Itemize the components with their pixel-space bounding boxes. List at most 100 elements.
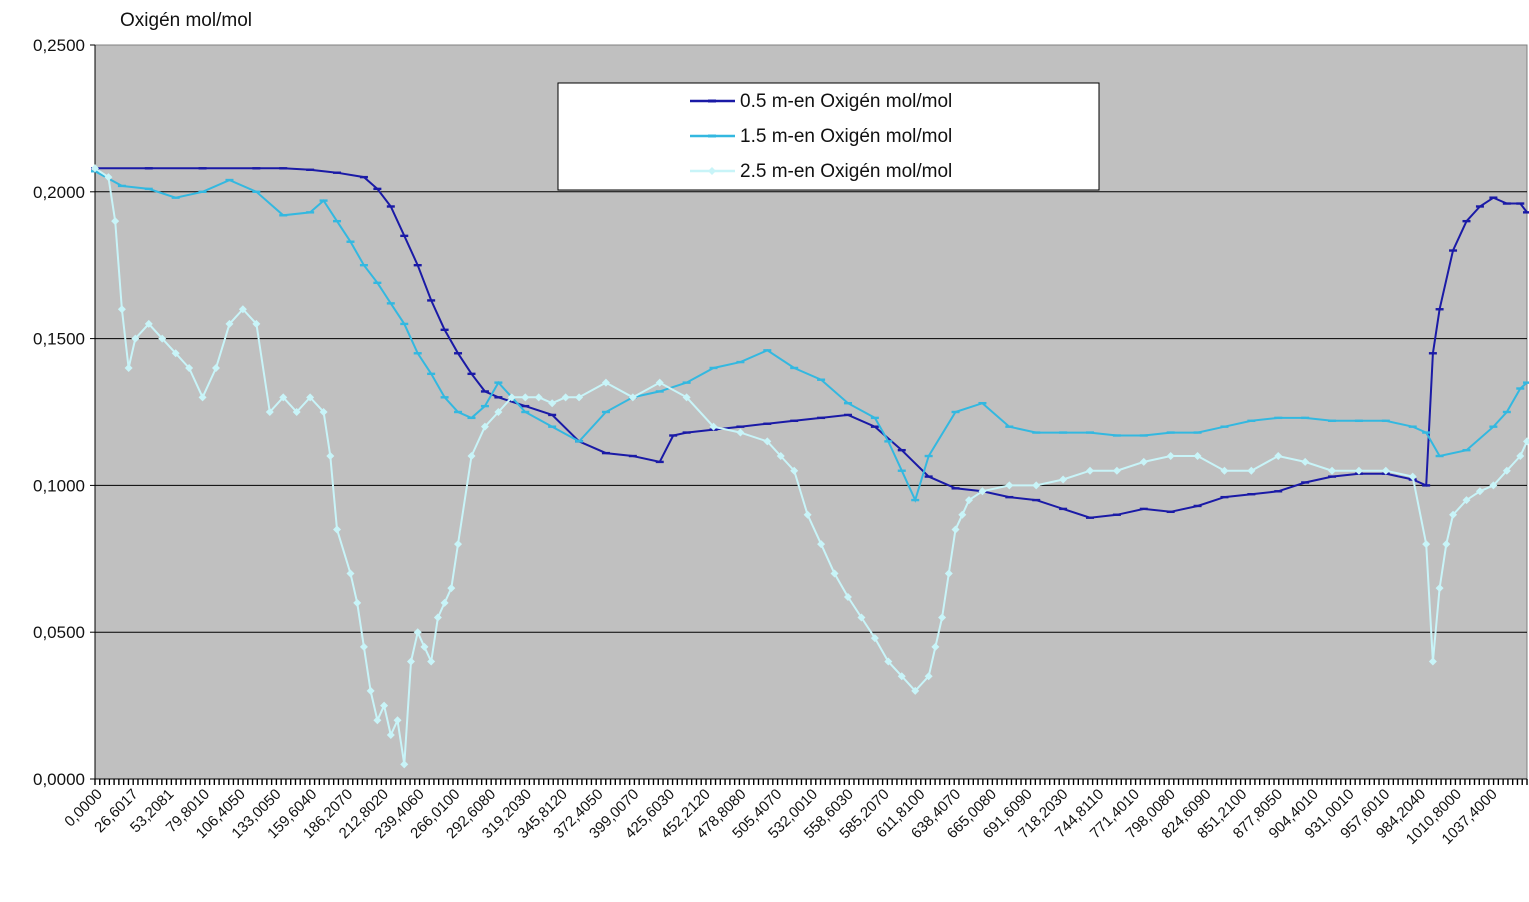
data-point xyxy=(1516,452,1525,461)
data-point xyxy=(198,190,207,193)
data-point xyxy=(790,419,799,423)
data-point xyxy=(601,410,610,414)
data-point xyxy=(1247,493,1256,496)
data-point xyxy=(386,302,395,305)
data-point xyxy=(1247,419,1256,423)
data-point xyxy=(346,240,355,243)
data-point xyxy=(575,393,584,402)
data-point xyxy=(628,454,637,458)
data-point xyxy=(1139,434,1148,437)
data-point xyxy=(306,211,315,214)
legend-label: 2.5 m-en Oxigén mol/mol xyxy=(740,161,952,182)
data-point xyxy=(790,466,799,475)
data-point xyxy=(1435,454,1444,458)
data-point xyxy=(144,187,153,191)
data-point xyxy=(521,410,530,414)
data-point xyxy=(1489,481,1498,490)
data-point xyxy=(433,613,442,622)
data-point xyxy=(386,730,395,739)
data-point xyxy=(682,431,691,434)
data-point xyxy=(1516,387,1525,390)
data-point xyxy=(911,498,920,502)
data-point xyxy=(521,404,530,408)
data-point xyxy=(1032,481,1041,490)
data-point xyxy=(440,598,449,607)
data-point xyxy=(736,428,745,437)
y-axis-title: Oxigén mol/mol xyxy=(120,10,252,31)
data-point xyxy=(346,569,355,578)
data-point xyxy=(884,440,893,443)
data-point xyxy=(938,613,947,622)
legend-item: 0.5 m-en Oxigén mol/mol xyxy=(690,91,952,112)
data-point xyxy=(131,334,140,343)
data-point xyxy=(924,454,933,458)
data-point xyxy=(265,408,274,416)
data-point xyxy=(843,592,852,601)
data-point xyxy=(380,701,389,710)
data-point xyxy=(400,322,409,326)
data-point xyxy=(709,422,718,431)
data-point xyxy=(400,234,409,238)
data-point xyxy=(1112,434,1121,437)
data-point xyxy=(326,452,335,461)
data-point xyxy=(393,716,402,725)
data-point xyxy=(1328,475,1337,478)
data-point xyxy=(1523,381,1529,384)
data-point xyxy=(279,393,288,402)
data-point xyxy=(480,390,489,393)
data-point xyxy=(763,349,772,352)
data-point xyxy=(1274,416,1283,420)
data-point xyxy=(601,451,610,455)
data-point xyxy=(1422,431,1431,434)
data-point xyxy=(440,328,449,331)
data-point xyxy=(790,366,799,370)
data-point xyxy=(1032,431,1041,434)
data-point xyxy=(1139,457,1148,466)
legend-box xyxy=(557,82,1100,191)
legend-label: 1.5 m-en Oxigén mol/mol xyxy=(740,126,952,147)
data-point xyxy=(353,598,362,607)
data-point xyxy=(454,352,463,355)
data-point xyxy=(843,401,852,405)
data-point xyxy=(279,167,288,170)
data-point xyxy=(252,167,261,170)
series-line xyxy=(94,170,1528,503)
data-point xyxy=(1247,466,1256,475)
data-point xyxy=(144,319,153,328)
data-point xyxy=(548,399,557,408)
data-point xyxy=(924,475,933,478)
data-point xyxy=(843,413,852,417)
data-point xyxy=(534,393,543,402)
data-point xyxy=(111,217,120,226)
y-tick-label: 0,2000 xyxy=(33,183,85,202)
data-point xyxy=(1301,416,1310,420)
data-point xyxy=(144,167,153,170)
data-point xyxy=(1059,507,1068,511)
data-point xyxy=(252,190,261,193)
data-point xyxy=(1435,584,1444,593)
data-point xyxy=(1428,352,1437,355)
data-point xyxy=(447,584,456,593)
series-1 xyxy=(91,167,1529,519)
data-point xyxy=(736,425,745,428)
data-point xyxy=(413,264,422,267)
data-point xyxy=(1475,205,1484,208)
data-point xyxy=(1442,540,1451,549)
legend-item: 2.5 m-en Oxigén mol/mol xyxy=(690,161,952,182)
data-point xyxy=(117,184,126,188)
data-point xyxy=(1274,490,1283,493)
data-point xyxy=(333,525,342,534)
data-point xyxy=(306,393,315,402)
data-point xyxy=(1166,510,1175,514)
data-point xyxy=(682,393,691,402)
legend-marker xyxy=(708,167,716,175)
data-point xyxy=(171,196,180,199)
data-point xyxy=(1381,466,1390,475)
data-point xyxy=(467,416,476,420)
data-point xyxy=(1381,419,1390,423)
data-point xyxy=(1489,425,1498,428)
data-point xyxy=(548,413,557,417)
data-point xyxy=(1005,495,1014,499)
data-point xyxy=(601,378,610,387)
y-tick-label: 0,2500 xyxy=(33,36,85,55)
